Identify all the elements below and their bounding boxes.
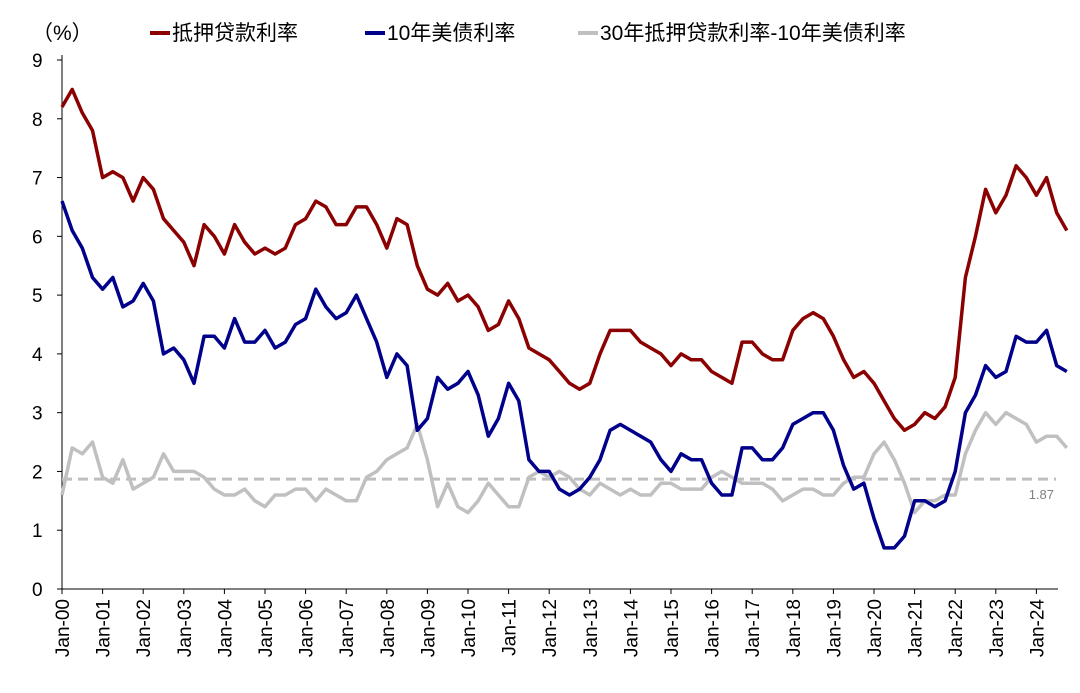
- series-lines: 1.87: [60, 87, 1069, 550]
- series-line-1: [60, 200, 1068, 550]
- reference-line-label: 1.87: [1029, 487, 1054, 502]
- x-tick-label: Jan-18: [784, 599, 805, 657]
- legend-label: 30年抵押贷款利率-10年美债利率: [600, 22, 906, 45]
- x-tick-label: Jan-08: [378, 599, 399, 657]
- x-tick-label: Jan-07: [337, 599, 358, 657]
- y-tick-label: 6: [32, 227, 43, 248]
- x-tick-label: Jan-09: [418, 599, 439, 657]
- x-tick-label: Jan-16: [703, 599, 724, 657]
- x-tick-label: Jan-20: [865, 599, 886, 657]
- x-tick-label: Jan-13: [581, 599, 602, 657]
- y-tick-label: 0: [32, 580, 43, 601]
- legend-label: 10年美债利率: [387, 22, 515, 45]
- y-tick-label: 7: [32, 169, 43, 190]
- x-tick-label: Jan-01: [94, 599, 115, 657]
- x-tick-label: Jan-10: [459, 599, 480, 657]
- x-tick-label: Jan-22: [946, 599, 967, 657]
- x-tick-label: Jan-00: [53, 599, 74, 657]
- x-tick-label: Jan-14: [621, 599, 642, 658]
- x-tick-label: Jan-23: [987, 599, 1008, 657]
- x-tick-label: Jan-05: [256, 599, 277, 657]
- legend-label: 抵押贷款利率: [172, 22, 298, 45]
- x-tick-label: Jan-03: [175, 599, 196, 657]
- x-tick-label: Jan-06: [297, 599, 318, 657]
- x-tick-label: Jan-19: [824, 599, 845, 657]
- y-unit-label: （%）: [32, 22, 93, 45]
- y-tick-label: 8: [32, 110, 43, 131]
- y-tick-label: 9: [32, 51, 43, 72]
- x-tick-label: Jan-24: [1027, 599, 1048, 658]
- y-tick-label: 4: [32, 345, 43, 366]
- x-tick-label: Jan-15: [662, 599, 683, 657]
- y-tick-label: 2: [32, 462, 43, 483]
- series-line-0: [60, 87, 1069, 433]
- y-tick-label: 1: [32, 521, 43, 542]
- x-tick-label: Jan-11: [500, 599, 521, 656]
- x-tick-label: Jan-02: [134, 599, 155, 657]
- series-line-2: [60, 410, 1069, 515]
- x-axis: Jan-00 Jan-01 Jan-02 Jan-03 Jan-04 Jan-05 Jan-…: [53, 588, 1058, 658]
- x-tick-label: Jan-21: [906, 599, 927, 657]
- legend: 抵押贷款利率 10年美债利率 30年抵押贷款利率-10年美债利率: [150, 22, 906, 45]
- y-tick-label: 5: [32, 286, 43, 307]
- x-tick-label: Jan-12: [540, 599, 561, 657]
- y-tick-label: 3: [32, 404, 43, 425]
- y-axis: 0 1 2 3 4 5 6 7 8 9: [32, 51, 63, 601]
- x-tick-label: Jan-04: [215, 599, 236, 658]
- x-tick-label: Jan-17: [743, 599, 764, 657]
